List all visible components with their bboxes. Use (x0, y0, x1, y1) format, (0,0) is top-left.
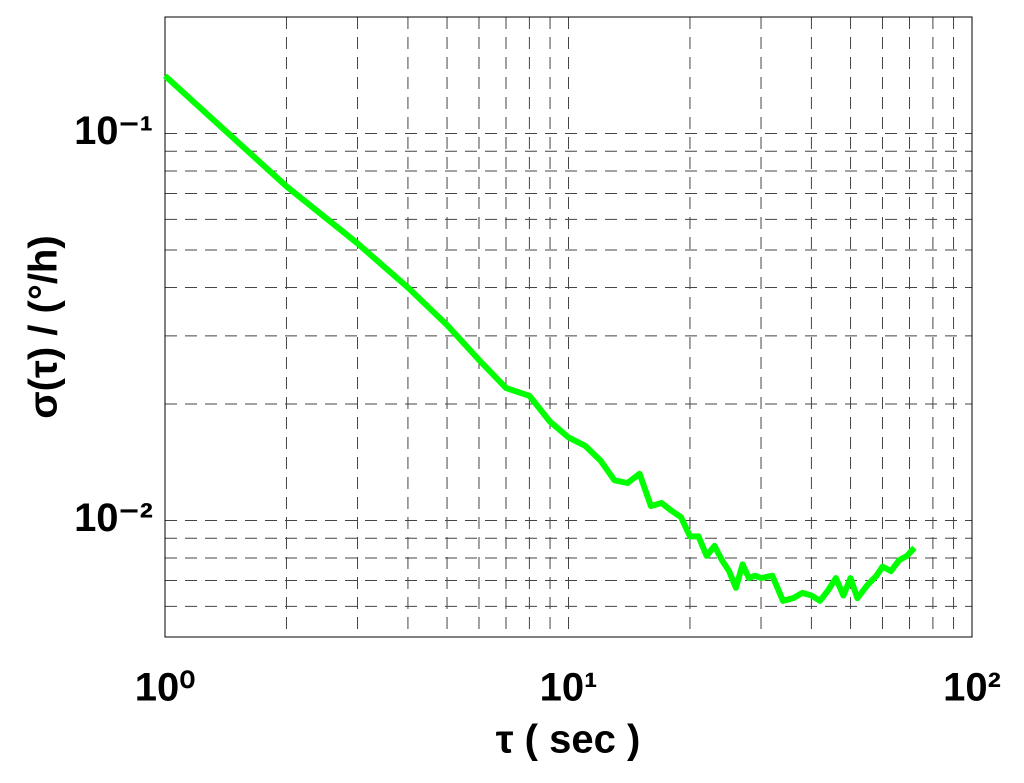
y-axis-label: σ(τ) / (°/h) (22, 235, 66, 418)
plot-frame (164, 16, 973, 638)
x-tick-label: 10¹ (540, 666, 598, 710)
x-tick-label: 10² (943, 666, 1001, 710)
x-axis-label: τ ( sec ) (496, 718, 641, 762)
x-tick-label: 10⁰ (135, 666, 196, 710)
y-tick-label: 10⁻¹ (74, 109, 153, 153)
y-tick-label: 10⁻² (74, 496, 153, 540)
data-line (162, 73, 917, 604)
